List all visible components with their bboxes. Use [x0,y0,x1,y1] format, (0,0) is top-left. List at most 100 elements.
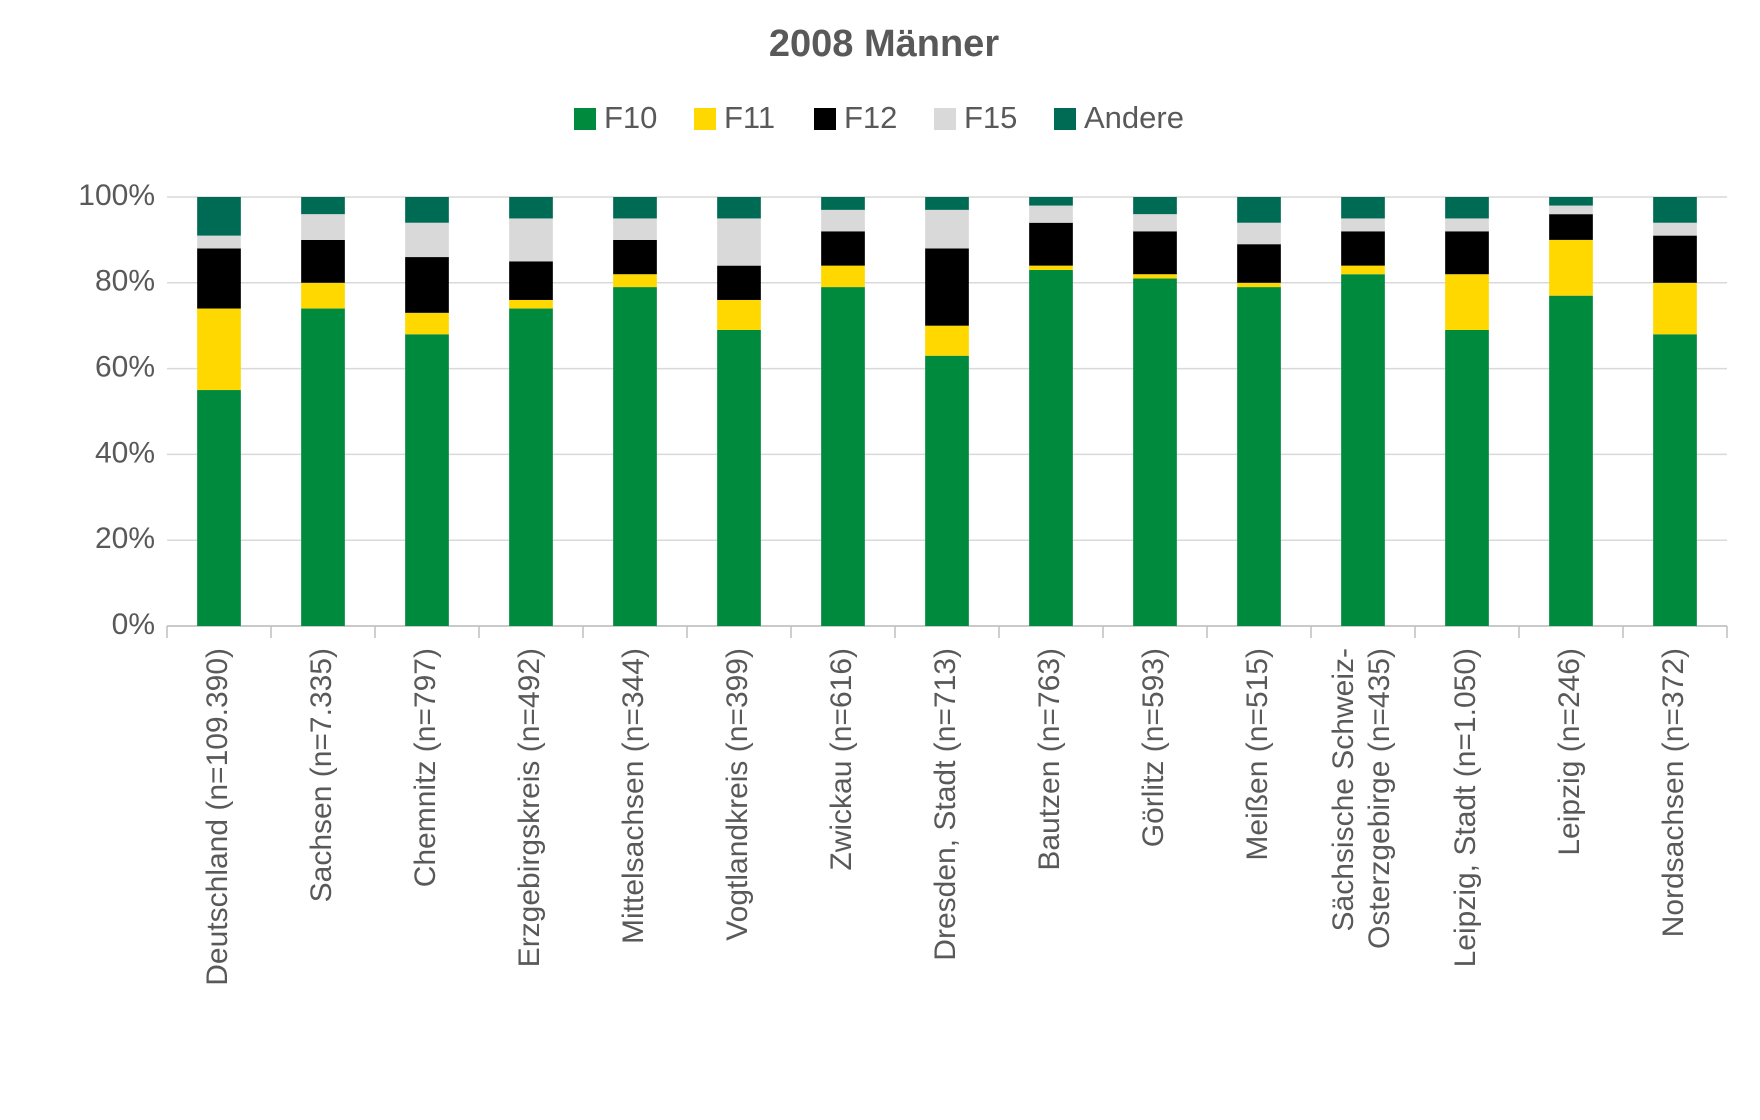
bar-segment [1133,274,1177,279]
legend-swatch [814,108,836,130]
bar-segment [509,218,553,262]
bar-segment [821,265,865,288]
bar-segment [1237,244,1281,283]
legend-swatch [574,108,596,130]
bar-segment [301,197,345,215]
y-tick-label: 60% [95,351,155,384]
bar-segment [1445,218,1489,232]
bar-segment [1029,269,1073,626]
legend-swatch [1054,108,1076,130]
bar-segment [1653,197,1697,223]
bar-segment [1549,197,1593,206]
bar-segment [301,214,345,240]
legend-swatch [694,108,716,130]
bar-segment [1237,222,1281,245]
x-tick-label: Deutschland (n=109.390) [201,648,234,986]
bar-segment [925,197,969,210]
bar-segment [1341,265,1385,275]
bar-segment [821,197,865,210]
bar-segment [1237,287,1281,626]
legend-label: F11 [724,100,775,135]
x-tick-label: Vogtlandkreis (n=399) [721,648,754,941]
bar-segment [717,299,761,330]
x-tick-label: Sächsische Schweiz- Osterzgebirge (n=435) [1327,648,1396,949]
bar-segment [1133,214,1177,232]
bar-segment [613,287,657,626]
bar-segment [1445,274,1489,330]
bar-segment [1653,235,1697,283]
bar-segment [301,239,345,283]
bar-segment [1549,205,1593,215]
x-tick-label: Meißen (n=515) [1241,648,1274,861]
x-tick-label: Nordsachsen (n=372) [1657,648,1690,937]
bar-segment [717,218,761,266]
bar-segment [1653,334,1697,626]
bar-segment [1133,197,1177,215]
bar-segment [197,235,241,249]
bar-segment [197,197,241,236]
bar-segment [1341,218,1385,232]
bar-segment [509,261,553,300]
bar-segment [301,282,345,309]
bar-segment [613,197,657,219]
bar-segment [925,248,969,326]
bar-segment [613,218,657,240]
bar-segment [1029,265,1073,270]
legend-label: Andere [1084,100,1184,135]
y-tick-label: 80% [95,265,155,298]
bar-segment [1653,282,1697,335]
bar-segment [1653,222,1697,236]
bar-segment [509,197,553,219]
bar-segment [509,299,553,309]
chart-title: 2008 Männer [769,23,999,65]
x-tick-label: Dresden, Stadt (n=713) [929,648,962,961]
bar-segment [613,274,657,288]
bar-segment [821,287,865,626]
bar-segment [405,257,449,313]
x-tick-label: Görlitz (n=593) [1137,648,1170,847]
legend-label: F10 [604,100,657,135]
bar-segment [1341,274,1385,626]
bar-segment [925,325,969,356]
bar-segment [1549,239,1593,296]
bar-segment [1133,278,1177,626]
bar-segment [1133,231,1177,275]
x-tick-label: Leipzig (n=246) [1553,648,1586,856]
bar-segment [1341,197,1385,219]
bar-segment [1029,222,1073,266]
bar-segment [509,308,553,626]
bar-segment [1549,295,1593,626]
bar-segment [1237,282,1281,288]
bar-segment [1237,197,1281,223]
bar-segment [717,329,761,626]
x-tick-label: Sachsen (n=7.335) [305,648,338,902]
bar-segment [301,308,345,626]
x-tick-label: Leipzig, Stadt (n=1.050) [1449,648,1482,967]
bar-segment [197,390,241,626]
legend-label: F15 [964,100,1017,135]
x-tick-label: Bautzen (n=763) [1033,648,1066,871]
bar-segment [1029,205,1073,223]
bar-segment [925,355,969,626]
y-tick-label: 40% [95,436,155,469]
y-tick-label: 100% [78,179,155,212]
bar-segment [197,248,241,309]
x-tick-label: Mittelsachsen (n=344) [617,648,650,944]
x-tick-label: Chemnitz (n=797) [409,648,442,887]
bar-segment [405,222,449,258]
bar-segment [1549,214,1593,240]
y-tick-label: 20% [95,522,155,555]
x-tick-label-line: Sächsische Schweiz- [1327,648,1360,931]
x-tick-label: Erzgebirgskreis (n=492) [513,648,546,967]
bar-segment [197,308,241,391]
legend-label: F12 [844,100,897,135]
bar-segment [405,334,449,626]
bar-segment [821,209,865,232]
bar-segment [405,312,449,335]
bar-segment [717,197,761,219]
bar-segment [1445,329,1489,626]
bar-segment [1445,231,1489,275]
x-tick-label: Zwickau (n=616) [825,648,858,871]
bar-segment [613,239,657,275]
